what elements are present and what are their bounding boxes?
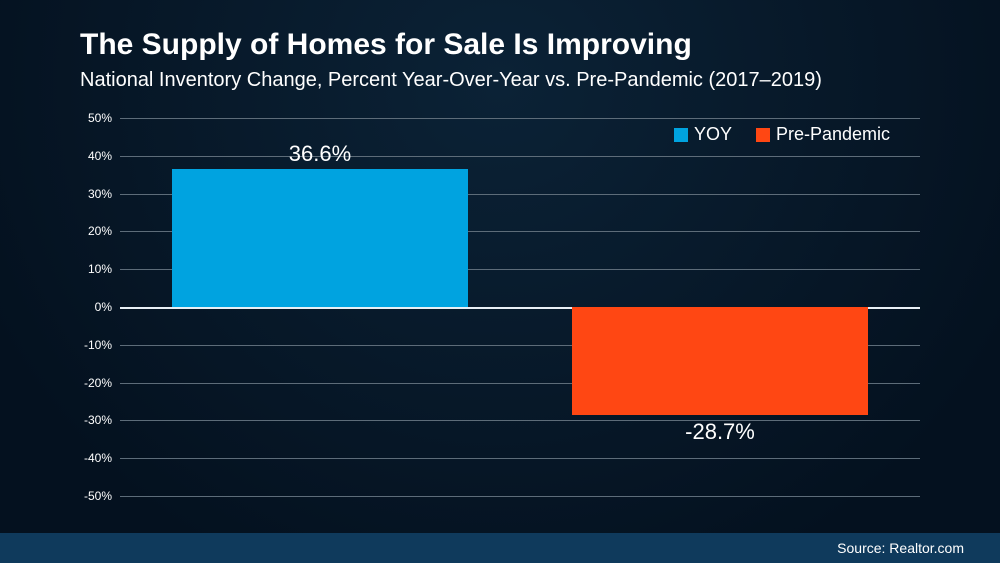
y-tick-label: -40% [84,451,112,465]
legend-swatch [756,128,770,142]
bar-yoy [172,169,468,307]
slide-subtitle: National Inventory Change, Percent Year-… [80,69,960,92]
legend-item: YOY [674,124,732,145]
legend-swatch [674,128,688,142]
gridline [120,458,920,459]
y-tick-label: 30% [88,187,112,201]
y-tick-label: -10% [84,338,112,352]
y-tick-label: -20% [84,376,112,390]
y-tick-label: 50% [88,111,112,125]
y-tick-label: 10% [88,262,112,276]
y-tick-label: 40% [88,149,112,163]
chart: 50%40%30%20%10%0%-10%-20%-30%-40%-50%36.… [80,118,920,496]
gridline [120,496,920,497]
legend-label: Pre-Pandemic [776,124,890,145]
bar-label: -28.7% [685,419,755,445]
y-tick-label: -50% [84,489,112,503]
slide-title: The Supply of Homes for Sale Is Improvin… [80,28,960,63]
gridline [120,118,920,119]
y-tick-label: 20% [88,224,112,238]
title-block: The Supply of Homes for Sale Is Improvin… [80,28,960,92]
y-tick-label: -30% [84,413,112,427]
legend-label: YOY [694,124,732,145]
legend: YOY Pre-Pandemic [674,124,890,145]
footer-bar: Source: Realtor.com [0,533,1000,563]
bar-pre-pandemic [572,307,868,415]
source-text: Source: Realtor.com [837,540,964,556]
gridline [120,156,920,157]
slide: The Supply of Homes for Sale Is Improvin… [0,0,1000,563]
bar-label: 36.6% [289,141,351,167]
legend-item: Pre-Pandemic [756,124,890,145]
gridline [120,420,920,421]
plot-area: 50%40%30%20%10%0%-10%-20%-30%-40%-50%36.… [120,118,920,496]
y-tick-label: 0% [95,300,112,314]
